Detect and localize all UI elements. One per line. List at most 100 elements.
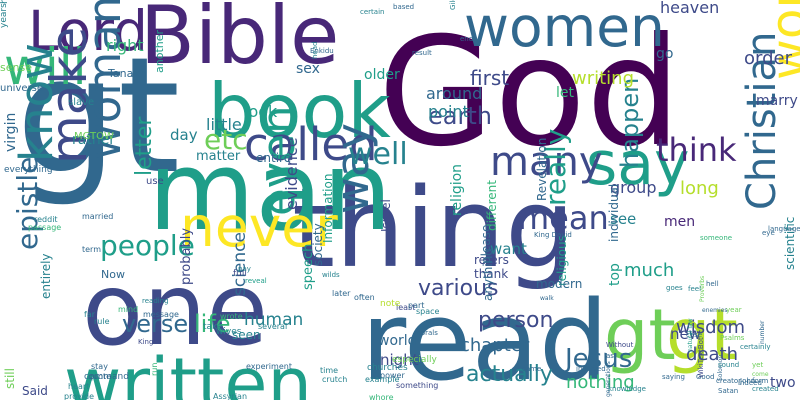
- word: creator: [716, 377, 742, 385]
- word: take: [203, 322, 223, 332]
- word: knowledge: [608, 385, 646, 393]
- word: Said: [22, 384, 48, 398]
- word: yet: [752, 361, 764, 369]
- word: WikiTextBot: [697, 337, 705, 378]
- word: years ago: [0, 0, 9, 28]
- word: John: [740, 377, 756, 385]
- word: entirely: [39, 253, 53, 299]
- word: result: [412, 49, 432, 57]
- word: matter: [196, 149, 241, 164]
- word: enemies: [702, 307, 728, 314]
- word: natural law: [687, 318, 694, 352]
- word: passage: [28, 223, 62, 232]
- word: part: [408, 301, 425, 310]
- word: sense: [0, 61, 32, 74]
- word: never: [180, 195, 338, 259]
- word: far: [84, 310, 96, 319]
- word: Jesus: [565, 344, 633, 374]
- word: come: [752, 371, 769, 378]
- word: night: [380, 351, 419, 369]
- word: space: [416, 307, 440, 316]
- word: certainly: [740, 343, 771, 351]
- word: hell: [706, 280, 719, 288]
- word: still: [3, 368, 17, 389]
- word: certain: [360, 8, 385, 16]
- word: indeed: [738, 379, 762, 387]
- word: rather: [72, 132, 116, 148]
- word: married: [82, 212, 114, 221]
- word: point: [428, 102, 469, 121]
- word: saying: [662, 373, 685, 381]
- word: heaven: [660, 0, 720, 17]
- word: whore: [369, 393, 394, 400]
- word: time: [320, 366, 339, 375]
- word: mean: [518, 199, 609, 237]
- word: run: [150, 362, 159, 376]
- word: book: [208, 67, 391, 155]
- word: term: [82, 245, 101, 254]
- word: etc: [204, 123, 248, 156]
- word: go: [656, 46, 674, 62]
- word: came: [522, 365, 542, 373]
- word: say: [586, 129, 690, 199]
- word: top: [607, 263, 623, 286]
- word: around: [426, 84, 483, 103]
- word: slave: [68, 97, 95, 108]
- word: wives: [216, 327, 242, 337]
- word: let: [556, 85, 574, 101]
- word: earth: [428, 102, 492, 130]
- word: older: [364, 67, 400, 83]
- word: eye: [762, 229, 775, 237]
- word: mind: [118, 305, 139, 314]
- word: King: [138, 338, 154, 346]
- word: want: [490, 240, 527, 258]
- word: men: [664, 214, 696, 230]
- word: chapter: [460, 335, 530, 356]
- word: well: [348, 137, 408, 172]
- word: number: [759, 320, 766, 344]
- word: use: [146, 176, 164, 187]
- word: actually: [466, 362, 553, 387]
- word: sex: [296, 61, 320, 77]
- word: women: [464, 0, 665, 59]
- word: Good: [696, 373, 715, 381]
- word: happen: [616, 77, 644, 168]
- word: created: [752, 385, 779, 393]
- word: feel: [688, 285, 702, 293]
- word: year: [726, 306, 742, 314]
- word: many: [490, 139, 603, 185]
- word: sound: [718, 361, 740, 369]
- word: note: [380, 299, 401, 309]
- word: reveal: [245, 277, 267, 285]
- word: least: [396, 303, 416, 312]
- word: King David: [534, 231, 572, 239]
- word: day: [170, 126, 198, 144]
- word: think: [656, 131, 737, 169]
- word: little: [206, 115, 242, 134]
- word: provide: [64, 392, 95, 400]
- word: Enkidu: [310, 47, 334, 55]
- word: another: [153, 29, 166, 73]
- word: crutch: [322, 375, 348, 384]
- word: refers: [474, 253, 509, 267]
- word: gt: [604, 294, 676, 376]
- word: nothing: [566, 372, 635, 393]
- word: entire: [256, 151, 292, 165]
- word: last: [604, 352, 617, 360]
- word: power: [380, 371, 405, 380]
- word: thank: [474, 267, 509, 281]
- word: language: [768, 225, 800, 233]
- word: different: [485, 180, 499, 231]
- word: anything: [481, 248, 495, 301]
- word: right: [106, 36, 144, 55]
- word: Gilgamesh: [449, 0, 457, 10]
- word: universe: [0, 83, 43, 94]
- word: churches: [367, 363, 408, 373]
- word: probably: [179, 227, 194, 285]
- word: group: [610, 178, 657, 197]
- word: Bible: [140, 0, 340, 82]
- word: seen: [232, 328, 261, 342]
- word: Lord: [28, 0, 148, 63]
- word: long: [680, 178, 719, 199]
- word: death: [686, 344, 738, 365]
